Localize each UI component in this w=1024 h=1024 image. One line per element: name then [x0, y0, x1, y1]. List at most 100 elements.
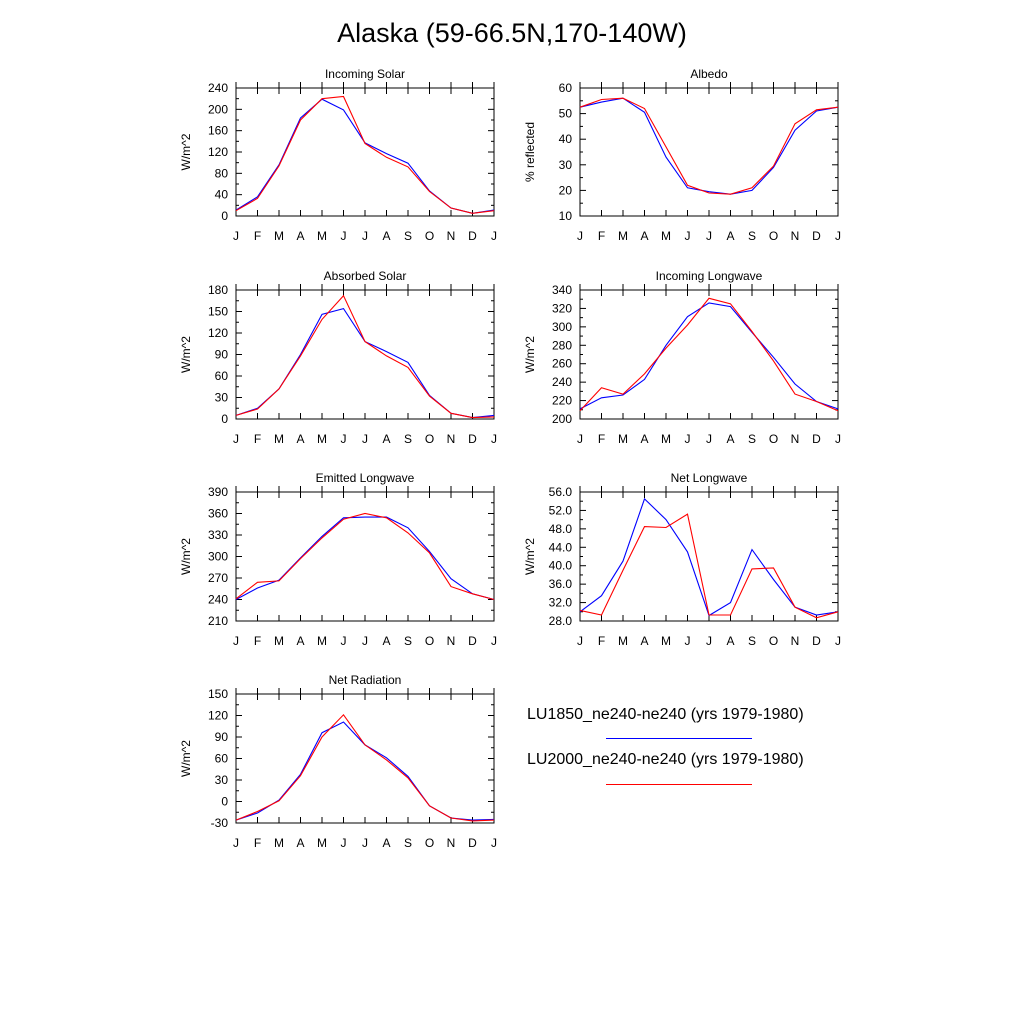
x-tick-label: N [791, 432, 800, 446]
chart-net-longwave: Net Longwave W/m^2 28.0 32.0 36.0 40.0 44.0 48.… [523, 471, 841, 648]
x-tick-label: J [362, 836, 368, 850]
y-tick-label: 300 [552, 320, 572, 334]
series-line-lu2000 [579, 297, 839, 412]
x-tick-label: J [685, 432, 691, 446]
x-tick-label: M [317, 634, 327, 648]
y-tick-label: 40.0 [549, 559, 573, 573]
chart-title: Incoming Longwave [656, 269, 763, 283]
y-tick-label: 390 [208, 485, 228, 499]
x-tick-label: J [341, 432, 347, 446]
chart-title: Incoming Solar [325, 67, 405, 81]
y-tick-label: 60 [215, 752, 229, 766]
x-tick-label: S [748, 432, 756, 446]
chart-title: Emitted Longwave [316, 471, 415, 485]
x-tick-label: N [447, 634, 456, 648]
y-tick-label: 20 [559, 183, 573, 197]
x-tick-label: J [577, 229, 583, 243]
y-tick-label: 90 [215, 730, 229, 744]
x-tick-label: O [769, 432, 778, 446]
x-tick-label: N [447, 432, 456, 446]
y-tick-label: 200 [552, 412, 572, 426]
series-line-lu2000 [235, 713, 495, 822]
x-tick-label: J [341, 229, 347, 243]
x-tick-label: D [468, 229, 477, 243]
x-tick-label: A [640, 432, 648, 446]
y-tick-label: 150 [208, 305, 228, 319]
x-tick-label: S [404, 432, 412, 446]
x-tick-label: J [491, 229, 497, 243]
x-tick-label: M [274, 432, 284, 446]
chart-title: Net Radiation [329, 673, 402, 687]
x-tick-label: A [640, 229, 648, 243]
y-tick-label: 150 [208, 687, 228, 701]
x-tick-label: A [296, 432, 304, 446]
x-tick-label: S [748, 229, 756, 243]
x-tick-label: D [812, 229, 821, 243]
x-tick-label: A [726, 229, 734, 243]
x-tick-label: M [317, 229, 327, 243]
y-axis-label: W/m^2 [179, 336, 193, 373]
chart-title: Net Longwave [671, 471, 748, 485]
x-tick-label: A [726, 432, 734, 446]
x-tick-label: M [618, 432, 628, 446]
y-tick-label: 30 [559, 158, 573, 172]
x-tick-label: S [748, 634, 756, 648]
plot-frame [579, 289, 839, 420]
x-tick-label: D [468, 634, 477, 648]
x-tick-label: F [254, 634, 261, 648]
y-tick-label: 120 [208, 709, 228, 723]
x-tick-label: A [726, 634, 734, 648]
x-tick-label: J [233, 634, 239, 648]
series-line-lu1850 [579, 97, 839, 195]
y-tick-label: 50 [559, 107, 573, 121]
x-tick-label: M [317, 836, 327, 850]
legend-label-lu1850: LU1850_ne240-ne240 (yrs 1979-1980) [527, 706, 804, 723]
plot-frame [579, 87, 839, 217]
x-tick-label: F [598, 432, 605, 446]
x-tick-label: J [491, 634, 497, 648]
x-tick-label: A [640, 634, 648, 648]
x-tick-label: M [317, 432, 327, 446]
chart-title: Absorbed Solar [324, 269, 407, 283]
series-line-lu2000 [579, 97, 839, 195]
x-tick-label: J [491, 836, 497, 850]
y-axis-label: W/m^2 [523, 336, 537, 373]
legend-line-lu2000 [606, 784, 752, 785]
x-tick-label: A [296, 836, 304, 850]
plot-frame [579, 491, 839, 622]
y-tick-label: 330 [208, 528, 228, 542]
x-tick-label: F [254, 836, 261, 850]
x-tick-label: A [382, 836, 390, 850]
series-line-lu1850 [235, 307, 495, 419]
y-tick-label: 240 [208, 81, 228, 95]
y-tick-label: 90 [215, 348, 229, 362]
x-tick-label: J [706, 634, 712, 648]
x-tick-label: J [835, 634, 841, 648]
chart-title: Albedo [690, 67, 728, 81]
x-tick-label: J [685, 634, 691, 648]
y-tick-label: 240 [208, 593, 228, 607]
y-tick-label: 270 [208, 571, 228, 585]
x-tick-label: N [447, 836, 456, 850]
y-tick-label: 260 [552, 357, 572, 371]
x-tick-label: N [791, 229, 800, 243]
x-tick-label: J [706, 432, 712, 446]
x-tick-label: J [341, 634, 347, 648]
y-tick-label: 340 [552, 283, 572, 297]
y-tick-label: 210 [208, 614, 228, 628]
y-tick-label: -30 [211, 816, 229, 830]
x-tick-label: N [791, 634, 800, 648]
y-tick-label: 320 [552, 301, 572, 315]
y-tick-label: 240 [552, 375, 572, 389]
y-tick-label: 60 [559, 81, 573, 95]
y-tick-label: 28.0 [549, 614, 573, 628]
legend-label-lu2000: LU2000_ne240-ne240 (yrs 1979-1980) [527, 751, 804, 768]
series-line-lu1850 [235, 516, 495, 601]
x-tick-label: O [425, 836, 434, 850]
x-tick-label: J [362, 634, 368, 648]
y-axis-label: % reflected [523, 122, 537, 182]
x-tick-label: J [362, 432, 368, 446]
